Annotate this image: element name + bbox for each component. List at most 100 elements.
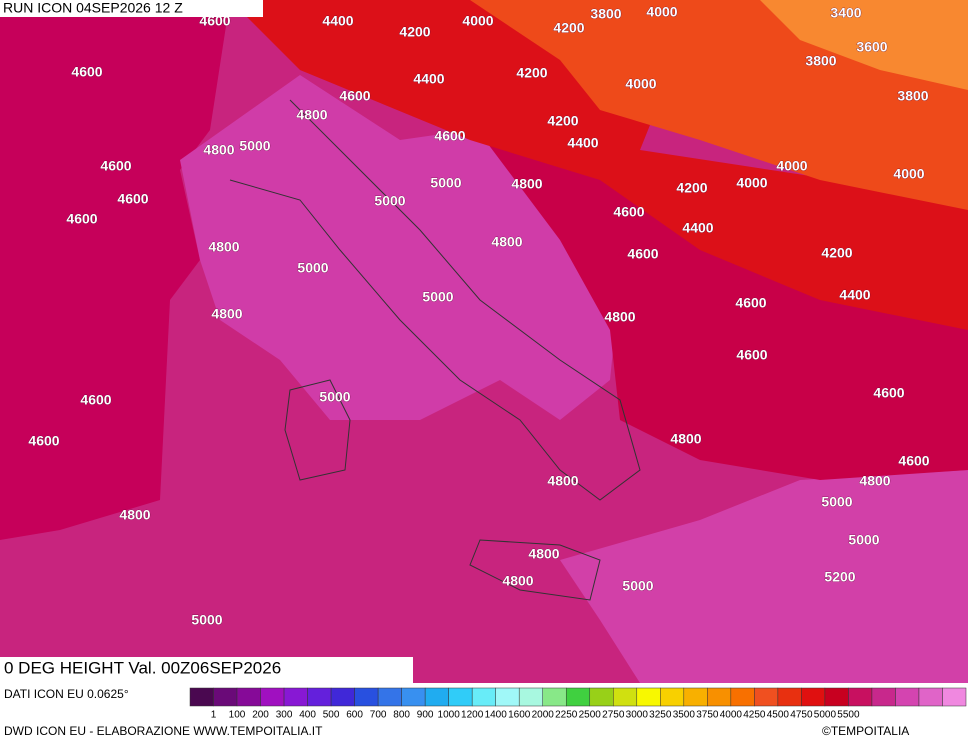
contour-label: 4600 [736,347,767,363]
legend-label: 4000 [720,710,743,721]
contour-label: 4800 [859,473,890,489]
legend-label: 2750 [602,710,625,721]
contour-label: 4000 [646,4,677,20]
legend-label: 1200 [461,710,484,721]
contour-label: 5000 [622,578,653,594]
contour-label: 5000 [821,494,852,510]
legend-label: 1600 [508,710,531,721]
south-field [560,470,968,683]
legend-label: 4500 [767,710,790,721]
legend-swatch [777,687,802,707]
legend-label: 200 [252,710,269,721]
contour-label: 4400 [839,287,870,303]
legend-swatch [377,687,402,707]
legend-swatch [589,687,614,707]
legend-swatch [401,687,426,707]
legend-swatch [707,687,732,707]
light-orange-field [760,0,968,90]
contour-label: 4000 [736,175,767,191]
brand: ©TEMPOITALIA [822,724,909,738]
balkan-field [470,120,968,480]
legend-swatch [424,687,449,707]
legend-swatch [565,687,591,707]
legend-label: 900 [417,710,434,721]
contour-label: 4600 [100,158,131,174]
legend-swatch [636,687,661,707]
contour-label: 3800 [897,88,928,104]
contour-label: 4600 [80,392,111,408]
contour-label: 4800 [296,107,327,123]
contour-label: 4400 [567,135,598,151]
legend-label: 4750 [790,710,813,721]
contour-label: 4800 [502,573,533,589]
valid-time: 0 DEG HEIGHT Val. 00Z06SEP2026 [4,658,281,677]
contour-label: 5000 [239,138,270,154]
contour-label: 3800 [805,53,836,69]
contour-label: 4800 [528,546,559,562]
contour-label: 5200 [824,569,855,585]
contour-label: 4800 [203,142,234,158]
legend-swatch [824,687,849,707]
title: RUN ICON 04SEP2026 12 Z [3,0,183,16]
red-field [230,0,968,330]
contour-label: 4600 [627,246,658,262]
legend-swatch [660,687,685,707]
legend-swatch [683,687,708,707]
contour-label: 4000 [625,76,656,92]
legend-swatch [942,687,967,707]
contour-label: 3600 [856,39,887,55]
coastline [284,379,351,481]
legend-swatch [518,687,543,707]
title-box [0,0,263,17]
legend-swatch [213,687,238,707]
coastline [469,539,601,601]
legend-label: 100 [229,710,246,721]
contour-label: 4600 [613,204,644,220]
contour-label: 4600 [71,64,102,80]
contour-label: 4200 [553,20,584,36]
legend-label: 5500 [837,710,860,721]
legend-swatch [871,687,896,707]
contour-label: 4600 [117,191,148,207]
contour-label: 4600 [735,295,766,311]
legend-swatch [542,687,567,707]
coastline [229,99,641,501]
legend-label: 1000 [438,710,461,721]
contour-label: 4600 [898,453,929,469]
legend-swatch [730,687,755,707]
legend-swatch [495,687,520,707]
contour-label: 3400 [830,5,861,21]
contour-label: 4800 [119,507,150,523]
contour-label: 4800 [208,239,239,255]
contour-label: 4600 [434,128,465,144]
legend-label: 2250 [555,710,578,721]
legend-label: 700 [370,710,387,721]
legend-label: 300 [276,710,293,721]
contour-label: 4600 [66,211,97,227]
contour-label: 5000 [297,260,328,276]
legend-swatch [307,687,332,707]
legend-label: 400 [299,710,316,721]
contour-label: 4800 [547,473,578,489]
contour-label: 4400 [682,220,713,236]
contour-label: 4200 [399,24,430,40]
legend-label: 2000 [532,710,555,721]
contour-label: 4800 [604,309,635,325]
valid-box [0,657,413,683]
legend-swatch [189,687,214,707]
legend-swatch [236,687,261,707]
contour-label: 5000 [848,532,879,548]
legend-swatch [848,687,873,707]
contour-label: 4400 [322,13,353,29]
contour-label: 4800 [511,176,542,192]
legend-swatch [448,687,473,707]
credit: DWD ICON EU - ELABORAZIONE WWW.TEMPOITAL… [4,724,323,738]
legend-swatch [354,687,379,707]
contour-label: 4000 [893,166,924,182]
legend-label: 4250 [743,710,766,721]
contour-label: 3800 [590,6,621,22]
contour-label: 5000 [374,193,405,209]
legend-swatch [471,687,496,707]
